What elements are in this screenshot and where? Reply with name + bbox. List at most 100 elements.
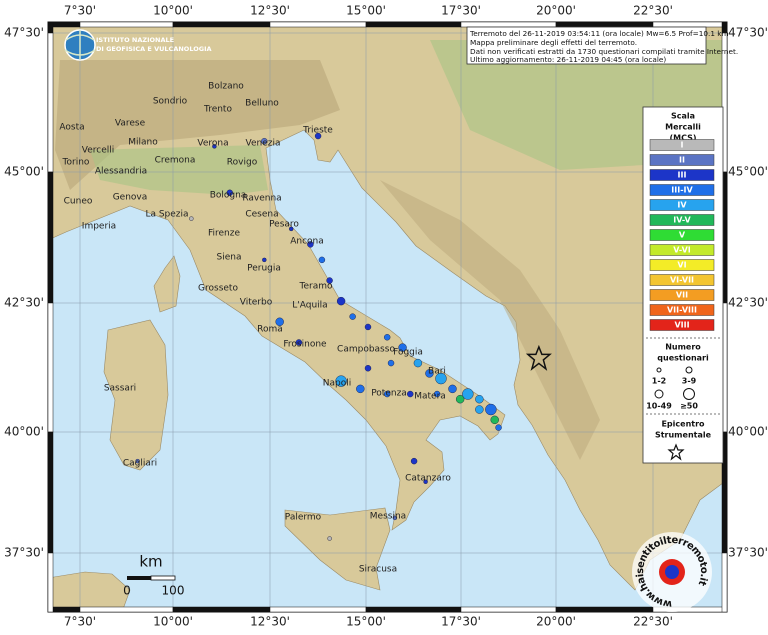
legend-title: Scala [671, 112, 695, 121]
city-labels: Bolzano Trento Belluno Sondrio Aosta Varese Tr… [59, 82, 451, 575]
intensity-swatch [649, 184, 715, 196]
questionnaire-point [475, 395, 484, 404]
scale-segment [127, 576, 151, 580]
questionnaire-point [448, 384, 457, 394]
intensity-label: III [678, 171, 687, 180]
city-label: Siracusa [359, 565, 397, 575]
questionnaire-point [212, 144, 217, 149]
frame-bar [172, 21, 271, 28]
questionnaire-point [410, 457, 418, 465]
city-label: Siena [217, 253, 242, 263]
city-label: Ravenna [242, 194, 281, 204]
intensity-swatch [649, 229, 715, 241]
longitude-label: 15°00' [346, 4, 386, 18]
longitude-label: 15°00' [346, 615, 386, 629]
city-label: Teramo [299, 282, 333, 292]
intensity-swatch [649, 154, 715, 166]
intensity-label: VI-VII [670, 276, 694, 285]
questionnaire-point [289, 226, 294, 232]
city-label: Belluno [245, 99, 279, 109]
questionnaire-point [295, 339, 303, 346]
questionnaire-point [364, 323, 372, 331]
sardinia [103, 319, 169, 471]
city-label: Cremona [155, 156, 196, 166]
legend: Scala Mercalli (MCS) Numero questionari … [642, 106, 724, 464]
map-frame [47, 21, 728, 613]
frame-bar [79, 21, 174, 28]
frame-bar [460, 606, 557, 613]
intensity-swatch [649, 289, 715, 301]
city-label: Viterbo [240, 298, 273, 308]
coordinate-labels: 7°30' 7°30' 10°00' 10°00' 12°30' 12°30' 15°00'… [4, 4, 768, 629]
institute-line: DI GEOFISICA E VULCANOLOGIA [96, 45, 212, 53]
questionnaire-point [349, 313, 356, 320]
frame-bar [460, 21, 557, 28]
scale-label: 100 [162, 584, 185, 598]
scale-segment [150, 575, 176, 581]
intensity-label: VIII [674, 321, 689, 330]
size-title: questionari [657, 354, 709, 363]
questionnaire-point [413, 358, 423, 368]
questionnaire-point [189, 216, 194, 221]
frame-bar [47, 171, 54, 304]
size-label: 3-9 [682, 377, 697, 386]
frame-bar [365, 21, 462, 28]
info-line: Mappa preliminare degli effetti del terr… [470, 38, 637, 47]
frame-bar [47, 32, 54, 173]
legend-title: (MCS) [669, 134, 696, 143]
intensity-swatch [649, 214, 715, 226]
city-label: Vercelli [82, 146, 114, 156]
longitude-label: 10°00' [153, 4, 193, 18]
questionnaire-point [226, 189, 233, 197]
city-label: Bologna [210, 191, 247, 201]
questionnaire-point [364, 365, 372, 372]
latitude-label: 42°30' [728, 296, 768, 310]
size-title: Numero [665, 343, 701, 352]
frame-bar [365, 606, 462, 613]
longitude-label: 7°30' [64, 615, 96, 629]
intensity-label: V [679, 231, 686, 240]
frame-bar [652, 21, 728, 28]
intensity-swatch [649, 199, 715, 211]
intensity-label: III-IV [671, 186, 693, 195]
watermark-core [665, 565, 679, 579]
questionnaire-point [335, 375, 347, 387]
city-label: Campobasso [337, 345, 395, 355]
alps [55, 60, 340, 190]
epicenter-title: Strumentale [655, 431, 712, 440]
size-label: 10-49 [646, 402, 672, 411]
intensity-label: IV-V [673, 216, 691, 225]
city-label: Torino [62, 158, 90, 168]
questionnaire-point [398, 343, 407, 352]
questionnaire-point [490, 415, 499, 425]
frame-bar [172, 606, 271, 613]
epicenter [525, 344, 552, 371]
intensity-swatch [649, 169, 715, 181]
longitude-label: 20°00' [536, 4, 576, 18]
city-label: La Spezia [145, 210, 188, 220]
city-label: Cuneo [64, 197, 93, 207]
questionnaire-point [455, 395, 465, 404]
city-label: Pesaro [269, 220, 299, 230]
latitude-label: 45°00' [4, 165, 44, 179]
size-symbol [656, 367, 662, 373]
latitude-label: 45°00' [728, 165, 768, 179]
city-label: Sassari [104, 384, 136, 394]
latitude-label: 47°30' [728, 26, 768, 40]
city-label: L'Aquila [292, 301, 327, 311]
city-label: Messina [370, 512, 406, 522]
longitude-label: 7°30' [64, 4, 96, 18]
longitude-label: 17°30' [441, 4, 481, 18]
city-label: Bari [428, 367, 446, 377]
intensity-swatch [649, 259, 715, 271]
size-symbol [683, 388, 695, 400]
questionnaire-point [261, 137, 268, 145]
intensity-swatch [649, 274, 715, 286]
scale-unit: km [139, 553, 162, 571]
questionnaire-point [423, 479, 428, 484]
frame-bar [555, 21, 654, 28]
city-label: Bolzano [208, 82, 244, 92]
frame-bar [47, 431, 54, 554]
info-frame [466, 26, 707, 65]
